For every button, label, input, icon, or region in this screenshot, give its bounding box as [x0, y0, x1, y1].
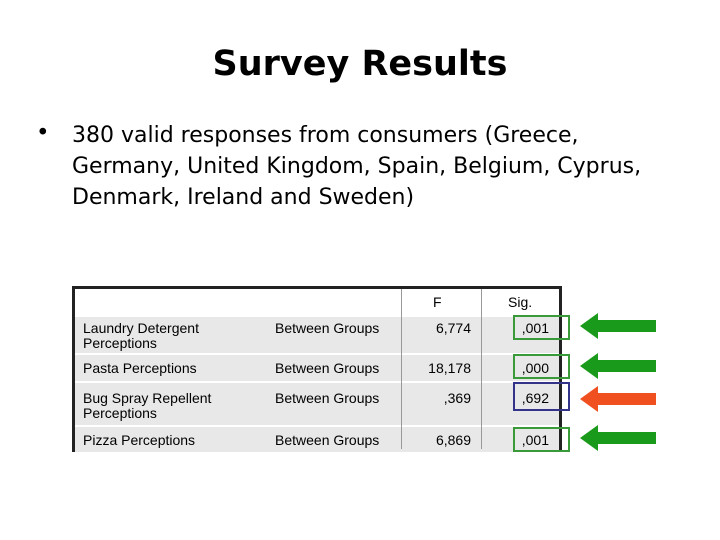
- table-header: F Sig.: [75, 289, 559, 317]
- column-header-f: F: [433, 294, 442, 310]
- row-variable: Bug Spray Repellent Perceptions: [83, 390, 212, 421]
- sig-highlight-box: [513, 427, 570, 452]
- arrow-left-icon: [580, 425, 656, 451]
- row-group: Between Groups: [275, 360, 380, 376]
- sig-highlight-box: [513, 315, 570, 340]
- row-sig: ,001: [521, 432, 549, 448]
- arrow-left-icon: [580, 353, 656, 379]
- row-variable: Laundry Detergent Perceptions: [83, 320, 199, 351]
- row-group: Between Groups: [275, 390, 380, 406]
- column-divider: [401, 289, 402, 449]
- table-row: Laundry Detergent Perceptions Between Gr…: [75, 315, 559, 353]
- table-row: Pasta Perceptions Between Groups 18,178 …: [75, 353, 559, 381]
- row-sig: ,692: [521, 390, 549, 406]
- column-header-sig: Sig.: [508, 294, 533, 310]
- anova-table: F Sig. Laundry Detergent Perceptions Bet…: [72, 286, 562, 452]
- row-f: ,369: [443, 390, 471, 406]
- slide-title: Survey Results: [212, 44, 508, 84]
- bullet-text: 380 valid responses from consumers (Gree…: [72, 123, 642, 210]
- row-sig: ,000: [521, 360, 549, 376]
- row-f: 6,774: [435, 320, 471, 336]
- table-row: Pizza Perceptions Between Groups 6,869 ,…: [75, 425, 559, 452]
- row-f: 6,869: [435, 432, 471, 448]
- bullet-point: • 380 valid responses from consumers (Gr…: [36, 120, 686, 213]
- arrow-left-icon: [580, 386, 656, 412]
- row-group: Between Groups: [275, 432, 380, 448]
- bullet-icon: •: [36, 120, 50, 146]
- row-sig: ,001: [521, 320, 549, 336]
- arrow-left-icon: [580, 313, 656, 339]
- row-variable: Pizza Perceptions: [83, 432, 196, 448]
- row-variable: Pasta Perceptions: [83, 360, 197, 376]
- table-row: Bug Spray Repellent Perceptions Between …: [75, 381, 559, 425]
- sig-highlight-box: [513, 382, 570, 411]
- row-group: Between Groups: [275, 320, 380, 336]
- column-divider: [481, 289, 482, 449]
- sig-highlight-box: [513, 354, 570, 379]
- row-f: 18,178: [428, 360, 471, 376]
